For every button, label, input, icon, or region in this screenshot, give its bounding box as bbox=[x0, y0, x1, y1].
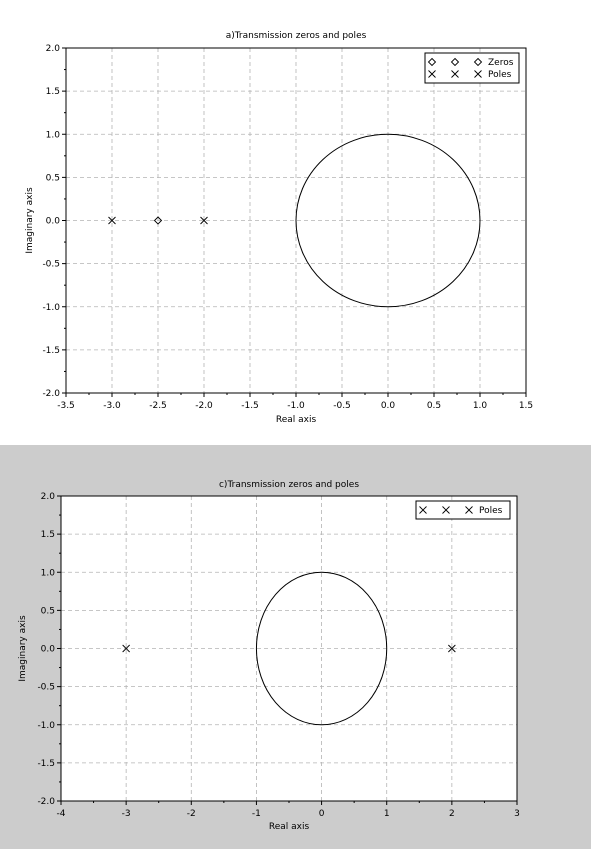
x-tick-label: 0 bbox=[319, 809, 325, 819]
x-axis-label: Real axis bbox=[269, 822, 310, 832]
y-tick-label: -2.0 bbox=[42, 389, 60, 399]
y-tick-label: 0.0 bbox=[46, 217, 61, 227]
legend-marker bbox=[451, 70, 459, 78]
x-tick-label: 1.0 bbox=[473, 401, 488, 411]
y-tick-label: 1.0 bbox=[41, 568, 56, 578]
x-tick-label: -1.0 bbox=[287, 401, 305, 411]
chart-c: -4 -3 -2 -1 0 1 2 3 -2.0 -1.5 -1.0 -0.5 0.0 0.5 1.0 1.5… bbox=[18, 480, 520, 832]
legend-marker bbox=[474, 70, 482, 78]
y-tick-label: 0.5 bbox=[46, 173, 60, 183]
pole-marker bbox=[200, 216, 208, 225]
y-tick-label: 1.0 bbox=[46, 130, 61, 140]
x-tick-label: 3 bbox=[514, 809, 520, 819]
y-tick-label: 0.5 bbox=[41, 606, 55, 616]
x-tick-label: 0.5 bbox=[427, 401, 441, 411]
legend-marker bbox=[473, 57, 483, 67]
x-tick-label: 0.0 bbox=[381, 401, 396, 411]
y-tick-label: 0.0 bbox=[41, 645, 56, 655]
x-tick-label: -2.0 bbox=[195, 401, 213, 411]
legend-box bbox=[424, 52, 520, 84]
legend: Poles bbox=[415, 500, 511, 520]
y-tick-label: -1.5 bbox=[37, 759, 55, 769]
y-tick-label: -1.5 bbox=[42, 346, 60, 356]
chart-title: c)Transmission zeros and poles bbox=[219, 480, 359, 490]
y-axis-label: Imaginary axis bbox=[18, 615, 28, 682]
legend-marker bbox=[428, 70, 436, 78]
y-tick-label: 1.5 bbox=[46, 87, 60, 97]
legend-marker bbox=[427, 57, 437, 67]
legend: Zeros Poles bbox=[424, 52, 520, 84]
y-tick-label: -2.0 bbox=[37, 797, 55, 807]
x-tick-label: -1 bbox=[252, 809, 261, 819]
legend-marker bbox=[419, 506, 427, 514]
y-tick-label: -0.5 bbox=[37, 683, 55, 693]
chart-a: -3.5 -3.0 -2.5 -2.0 -1.5 -1.0 -0.5 0.0 0.5 1.0 1.5… bbox=[25, 31, 533, 425]
y-axis-label: Imaginary axis bbox=[25, 187, 35, 254]
chart-panel-a: -3.5 -3.0 -2.5 -2.0 -1.5 -1.0 -0.5 0.0 0.5 1.0 1.5… bbox=[25, 31, 534, 425]
x-tick-label: -1.5 bbox=[241, 401, 259, 411]
legend-label: Poles bbox=[479, 506, 503, 516]
x-tick-label: -4 bbox=[57, 809, 66, 819]
pole-marker bbox=[108, 216, 116, 225]
x-tick-label: -3 bbox=[122, 809, 131, 819]
chart-panel-c: -4 -3 -2 -1 0 1 2 3 -2.0 -1.5 -1.0 -0.5 0.0 0.5 1.0 1.5… bbox=[0, 445, 591, 849]
x-axis-label: Real axis bbox=[276, 415, 317, 425]
x-tick-label: 1.5 bbox=[519, 401, 533, 411]
legend-label: Zeros bbox=[488, 58, 514, 68]
y-tick-label: 1.5 bbox=[41, 530, 55, 540]
x-tick-label: -3.5 bbox=[57, 401, 75, 411]
x-tick-label: -2.5 bbox=[149, 401, 167, 411]
legend-marker bbox=[450, 57, 460, 67]
legend-marker bbox=[442, 506, 450, 514]
unit-circle bbox=[295, 133, 481, 308]
y-tick-label: -1.0 bbox=[42, 303, 60, 313]
x-tick-label: -0.5 bbox=[333, 401, 351, 411]
y-tick-label: -1.0 bbox=[37, 721, 55, 731]
legend-label: Poles bbox=[488, 70, 512, 80]
x-tick-label: 2 bbox=[449, 809, 455, 819]
y-tick-label: 2.0 bbox=[41, 492, 56, 502]
y-tick-label: -0.5 bbox=[42, 260, 60, 270]
unit-circle bbox=[255, 571, 388, 726]
zero-marker bbox=[153, 216, 163, 225]
chart-title: a)Transmission zeros and poles bbox=[226, 31, 367, 41]
y-tick-label: 2.0 bbox=[46, 44, 61, 54]
x-tick-label: -3.0 bbox=[103, 401, 121, 411]
legend-marker bbox=[465, 506, 473, 514]
x-tick-label: 1 bbox=[384, 809, 390, 819]
pole-marker bbox=[448, 644, 456, 653]
x-tick-label: -2 bbox=[187, 809, 196, 819]
legend-box bbox=[415, 500, 511, 520]
pole-marker bbox=[122, 644, 130, 653]
